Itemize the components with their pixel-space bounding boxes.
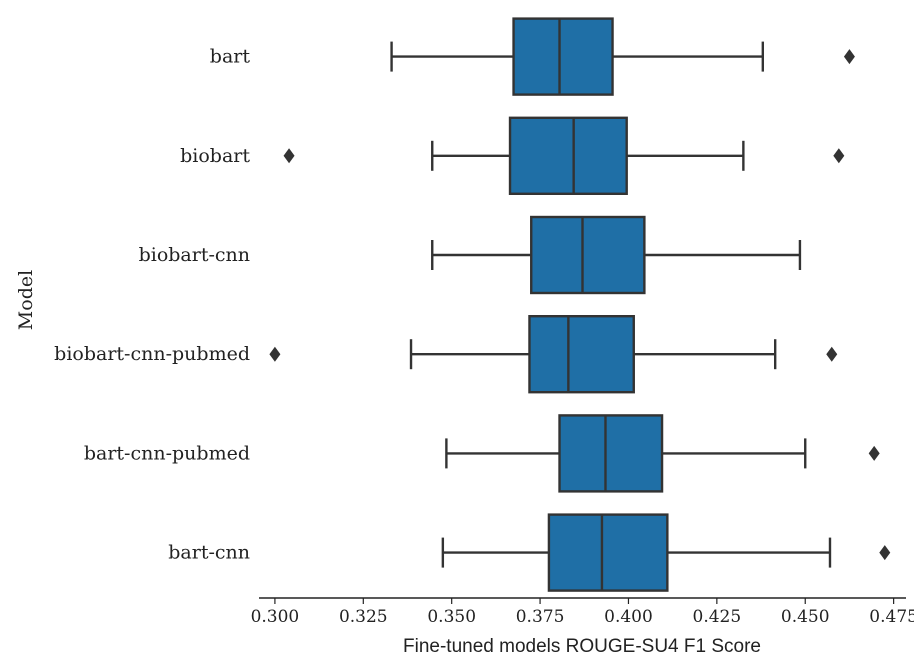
box-group-biobart-cnn	[431, 215, 802, 295]
x-tick-label: 0.375	[516, 607, 565, 627]
category-label: bart-cnn	[168, 542, 250, 564]
x-tick-label: 0.325	[339, 607, 388, 627]
box-group-biobart-cnn-pubmed	[269, 315, 838, 394]
outlier-point	[879, 545, 891, 561]
x-tick-label: 0.400	[604, 607, 653, 627]
iqr-box	[508, 116, 628, 196]
boxes-layer	[269, 17, 891, 592]
outlier-point	[833, 148, 845, 164]
category-label: biobart-cnn-pubmed	[54, 343, 250, 365]
iqr-box	[547, 513, 669, 592]
outlier-point	[269, 346, 281, 362]
x-tick-label: 0.475	[869, 607, 914, 627]
box-group-bart-cnn	[441, 513, 891, 592]
category-label: biobart-cnn	[139, 244, 250, 266]
x-axis-title: Fine-tuned models ROUGE-SU4 F1 Score	[403, 636, 761, 657]
x-tick-label: 0.425	[693, 607, 742, 627]
x-tick-label: 0.300	[251, 607, 300, 627]
iqr-box	[512, 17, 614, 96]
outlier-point	[868, 445, 880, 461]
category-label: bart	[210, 46, 251, 68]
category-label: bart-cnn-pubmed	[84, 442, 250, 464]
x-tick-label: 0.350	[427, 607, 476, 627]
category-labels: bart biobart biobart-cnn biobart-cnn-pubmed…	[54, 46, 250, 564]
outlier-point	[843, 49, 855, 65]
y-axis-title: Model	[15, 270, 37, 330]
iqr-box	[528, 315, 635, 394]
iqr-box	[558, 414, 664, 493]
iqr-box	[530, 215, 646, 295]
category-label: biobart	[180, 145, 250, 167]
outlier-point	[826, 346, 838, 362]
box-group-biobart	[283, 116, 845, 196]
box-group-bart	[390, 17, 855, 96]
outlier-point	[283, 148, 295, 164]
x-tick-label: 0.450	[781, 607, 830, 627]
x-axis-ticks: 0.300 0.325 0.350 0.375 0.400 0.425 0.450 0.475	[251, 598, 914, 627]
box-group-bart-cnn-pubmed	[445, 414, 880, 493]
